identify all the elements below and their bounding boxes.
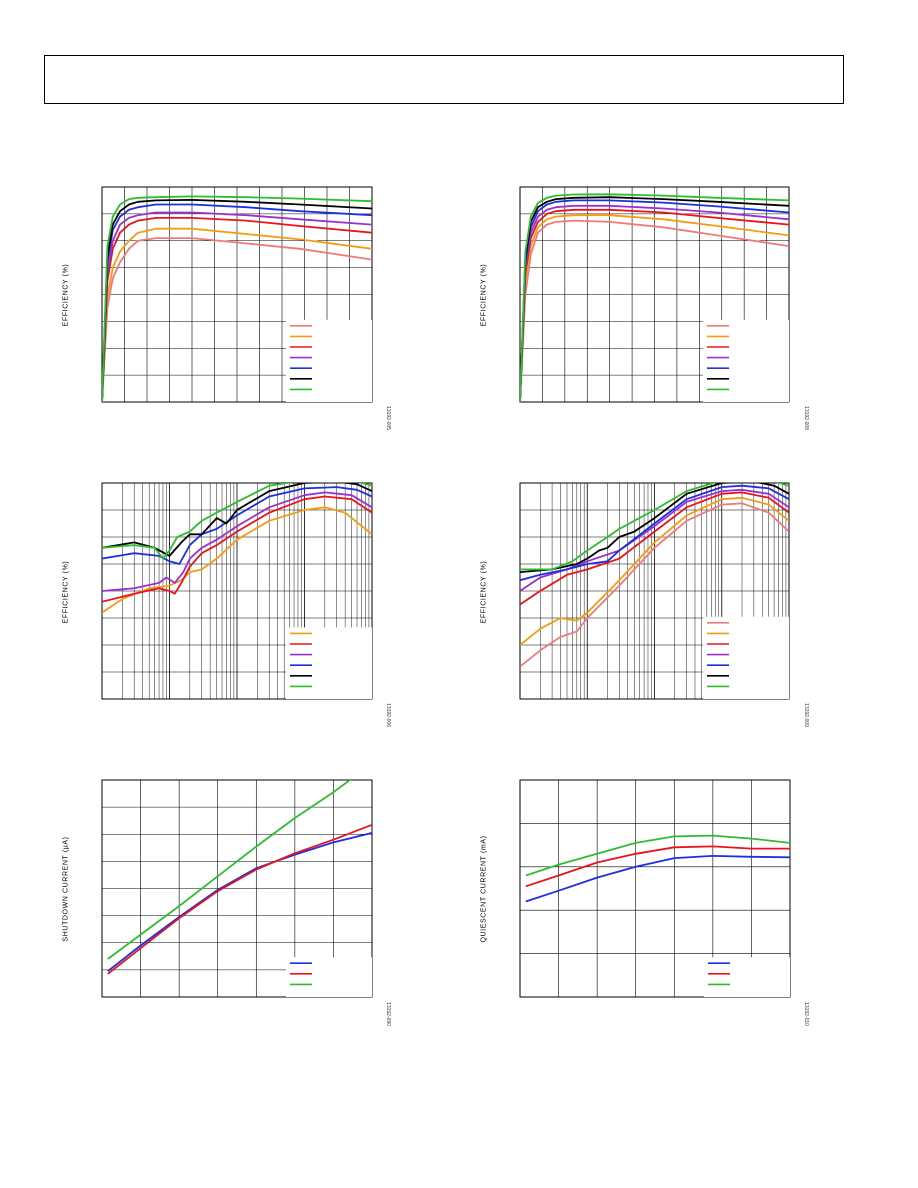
series-line [520, 484, 789, 582]
figure-id: 13192-008 [803, 406, 809, 430]
series-line [107, 832, 372, 972]
efficiency-chart-3 [101, 482, 373, 700]
series-line [520, 483, 789, 573]
plot-frame [519, 779, 791, 998]
y-axis-label: EFFICIENCY (%) [480, 560, 488, 624]
series-line [520, 496, 789, 646]
series-line [520, 502, 789, 668]
y-axis-label: SHUTDOWN CURRENT (µA) [62, 836, 70, 942]
quiescent-current-chart [519, 779, 791, 998]
shutdown-current-chart [101, 779, 373, 998]
chart-svg [101, 779, 373, 998]
figure-id: 13192-010 [803, 1002, 809, 1026]
plot-frame [101, 186, 373, 403]
figure-id: 13192-005 [385, 406, 391, 430]
legend-box [286, 319, 372, 402]
series-line [525, 855, 790, 903]
figure-id: 13192-009 [803, 703, 809, 727]
plot-frame [519, 186, 790, 403]
legend-box [703, 319, 789, 402]
plot-frame [101, 779, 373, 998]
series-line [520, 214, 789, 402]
y-axis-label: QUIESCENT CURRENT (mA) [480, 835, 488, 943]
series-line [102, 211, 372, 402]
y-axis-label: EFFICIENCY (%) [480, 263, 488, 327]
figure-id: 13192-090 [385, 1002, 391, 1026]
chart-svg [519, 779, 791, 998]
legend-box [286, 627, 372, 699]
figure-id: 13192-006 [385, 703, 391, 727]
efficiency-chart-1 [101, 186, 373, 403]
series-line [520, 193, 789, 402]
y-axis-label: EFFICIENCY (%) [62, 263, 70, 327]
series-line [102, 237, 372, 402]
series-line [102, 506, 372, 614]
y-axis-label: EFFICIENCY (%) [62, 560, 70, 624]
series-line [107, 780, 352, 960]
efficiency-chart-2 [519, 186, 790, 403]
series-line [102, 495, 372, 603]
series-line [525, 834, 790, 877]
series-line [102, 491, 372, 592]
chart-svg [519, 186, 790, 403]
chart-svg [101, 186, 373, 403]
series-line [107, 823, 372, 975]
series-line [102, 227, 372, 402]
grid [520, 187, 789, 402]
series-line [102, 217, 372, 402]
chart-svg [101, 482, 373, 700]
grid [520, 780, 790, 997]
series-line [102, 483, 372, 560]
legend-box [703, 616, 789, 699]
series-line [102, 199, 372, 402]
series-line [520, 491, 789, 606]
grid [519, 483, 789, 699]
page-header-box [44, 55, 844, 104]
series-line [520, 219, 789, 402]
series-line [102, 195, 372, 402]
series-line [520, 483, 789, 571]
series-line [102, 483, 372, 557]
efficiency-chart-4 [519, 482, 790, 700]
series-line [525, 845, 790, 888]
chart-svg [519, 482, 790, 700]
